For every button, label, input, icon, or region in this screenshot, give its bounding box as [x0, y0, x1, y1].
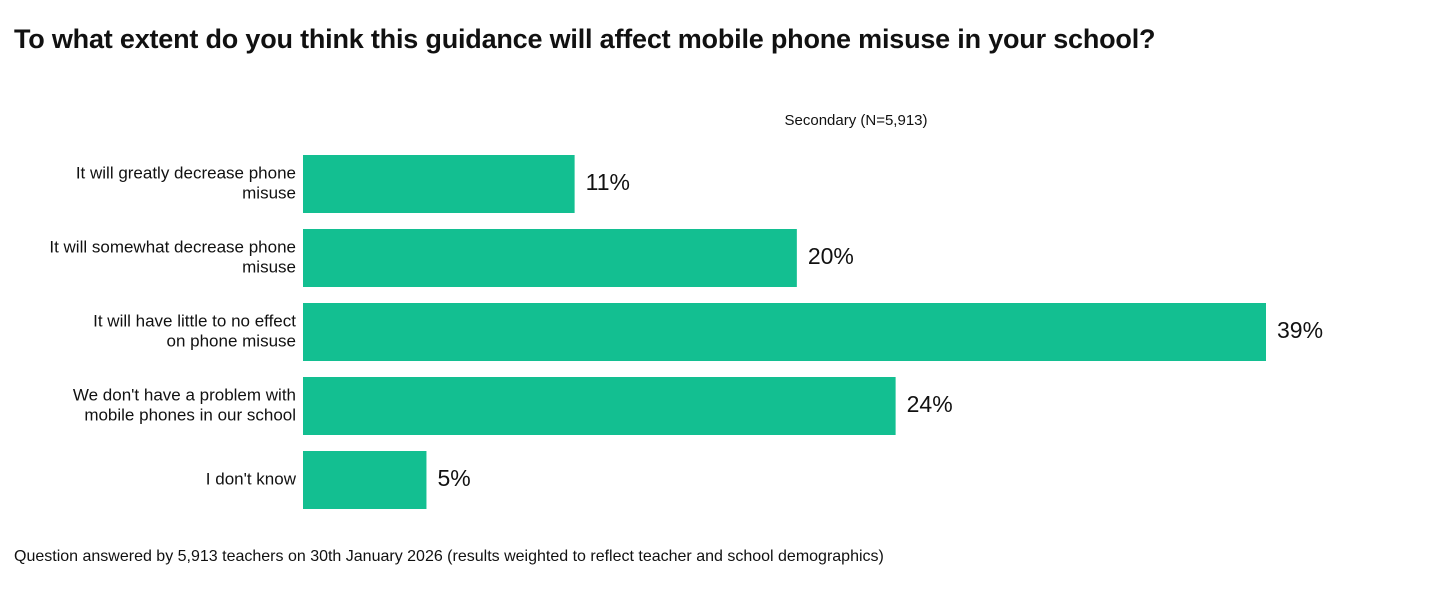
- value-label-2: 20%: [808, 243, 854, 269]
- bar-2: [303, 229, 797, 287]
- category-label-1-line-2: misuse: [242, 183, 296, 202]
- value-label-1: 11%: [586, 169, 630, 195]
- bar-5: [303, 451, 427, 509]
- category-label-4-line-1: We don't have a problem with: [73, 385, 296, 404]
- bar-1: [303, 155, 575, 213]
- category-label-3-line-1: It will have little to no effect: [93, 311, 296, 330]
- category-label-2-line-1: It will somewhat decrease phone: [49, 237, 296, 256]
- bar-3: [303, 303, 1266, 361]
- category-label-3-line-2: on phone misuse: [167, 331, 296, 350]
- value-label-4: 24%: [907, 391, 953, 417]
- value-label-5: 5%: [437, 465, 470, 491]
- category-label-2-line-2: misuse: [242, 257, 296, 276]
- series-label: Secondary (N=5,913): [784, 112, 928, 129]
- value-label-3: 39%: [1277, 317, 1323, 343]
- footnote: Question answered by 5,913 teachers on 3…: [14, 548, 884, 565]
- category-label-1-line-1: It will greatly decrease phone: [76, 163, 296, 182]
- bar-4: [303, 377, 896, 435]
- chart-title: To what extent do you think this guidanc…: [14, 24, 1156, 54]
- category-label-4-line-2: mobile phones in our school: [84, 405, 296, 424]
- category-label-5-line-1: I don't know: [206, 469, 297, 488]
